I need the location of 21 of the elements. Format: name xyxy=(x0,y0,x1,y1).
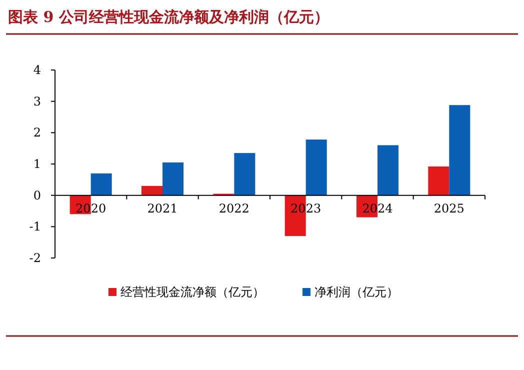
legend-label: 净利润（亿元） xyxy=(314,285,398,299)
x-tick-label: 2021 xyxy=(147,201,178,216)
bar xyxy=(142,186,162,196)
y-tick-label: -1 xyxy=(29,220,41,234)
y-tick-label: 2 xyxy=(33,126,41,140)
chart-title: 图表 9 公司经营性现金流净额及净利润（亿元） xyxy=(8,8,329,26)
y-tick-label: -2 xyxy=(29,251,41,265)
y-tick-label: 1 xyxy=(33,157,41,171)
bar xyxy=(449,105,470,196)
x-tick-label: 2022 xyxy=(218,201,250,216)
bar xyxy=(234,153,256,196)
bar xyxy=(306,140,327,196)
y-tick-label: 4 xyxy=(33,63,42,77)
bar xyxy=(428,166,450,196)
y-tick-label: 3 xyxy=(33,94,41,108)
y-tick-label: 0 xyxy=(33,188,41,202)
bar xyxy=(378,145,398,196)
legend-label: 经营性现金流净额（亿元） xyxy=(120,285,264,299)
bar xyxy=(162,162,184,196)
x-tick-label: 2025 xyxy=(434,201,464,216)
bar xyxy=(90,173,112,196)
